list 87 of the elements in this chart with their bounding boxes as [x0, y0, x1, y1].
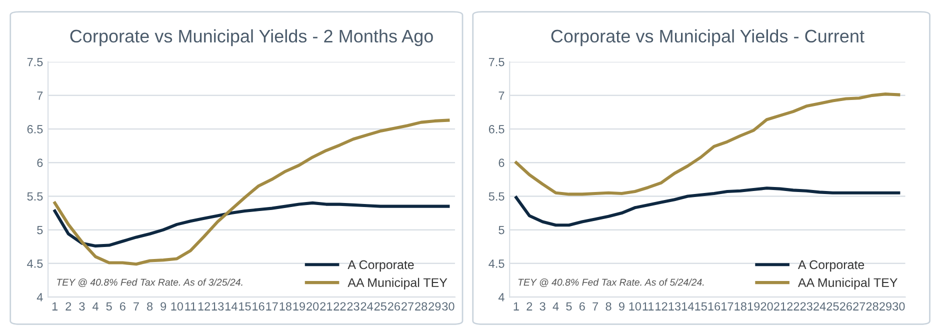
- x-tick-label: 18: [734, 302, 746, 311]
- x-tick-label: 17: [266, 302, 278, 310]
- x-tick-label: 30: [892, 302, 905, 311]
- x-tick-label: 18: [280, 302, 292, 311]
- x-tick-label: 13: [668, 302, 681, 311]
- x-tick-label: 2: [66, 302, 72, 310]
- x-tick-label: 9: [618, 302, 624, 311]
- y-tick-label: 4.5: [27, 260, 43, 268]
- chart-title: Corporate vs Municipal Yields - 2 Months Ago: [70, 29, 433, 46]
- x-tick-label: 23: [347, 302, 360, 311]
- line-series: [53, 201, 450, 248]
- x-tick-label: 25: [374, 302, 386, 311]
- x-tick-label: 10: [171, 302, 184, 311]
- y-tick-label: 5.5: [27, 192, 43, 201]
- x-tick-label: 8: [147, 302, 153, 311]
- x-tick-label: 27: [402, 302, 414, 310]
- x-tick-label: 4: [92, 302, 98, 310]
- x-tick-label: 11: [642, 302, 654, 310]
- x-tick-label: 30: [442, 302, 454, 311]
- x-tick-label: 16: [252, 302, 264, 311]
- x-tick-label: 7: [592, 302, 598, 310]
- x-tick-label: 29: [880, 302, 892, 311]
- y-tick-label: 5: [37, 226, 43, 234]
- y-tick-label: 6.5: [27, 125, 43, 134]
- y-tick-label: 7: [37, 92, 43, 100]
- legend-label: AA Municipal TEY: [798, 278, 898, 290]
- line-series: [514, 92, 900, 196]
- x-tick-label: 12: [198, 302, 210, 310]
- x-tick-label: 29: [428, 302, 441, 311]
- x-tick-label: 22: [334, 302, 346, 310]
- x-tick-label: 4: [552, 302, 559, 310]
- x-tick-label: 28: [866, 302, 878, 311]
- y-tick-label: 7: [498, 92, 504, 100]
- x-tick-label: 26: [840, 302, 852, 311]
- x-tick-label: 13: [212, 302, 224, 311]
- annotation: TEY @ 40.8% Fed Tax Rate. As of 5/24/24.: [518, 278, 704, 287]
- x-tick-label: 3: [79, 302, 85, 311]
- x-tick-label: 5: [566, 302, 572, 311]
- y-tick-label: 6: [498, 158, 504, 168]
- x-tick-label: 20: [760, 302, 773, 311]
- y-tick-label: 4.5: [488, 260, 504, 268]
- x-tick-label: 14: [226, 302, 238, 310]
- legend-label: AA Municipal TEY: [348, 278, 448, 290]
- y-tick-label: 7.5: [488, 58, 504, 66]
- y-tick-label: 5.5: [488, 192, 504, 201]
- legend-label: A Corporate: [798, 260, 864, 272]
- legend-label: A Corporate: [348, 260, 414, 272]
- y-tick-label: 7.5: [27, 58, 43, 66]
- x-tick-label: 1: [514, 302, 519, 310]
- x-tick-label: 21: [774, 302, 786, 310]
- x-tick-label: 10: [629, 302, 642, 311]
- y-tick-label: 4: [36, 293, 43, 302]
- x-tick-label: 17: [722, 302, 734, 310]
- x-tick-label: 6: [579, 302, 585, 311]
- x-tick-label: 19: [748, 302, 760, 311]
- x-tick-label: 8: [606, 302, 612, 311]
- y-tick-label: 6: [37, 158, 43, 168]
- x-tick-label: 9: [160, 302, 166, 311]
- x-tick-label: 11: [185, 302, 196, 310]
- x-tick-label: 28: [415, 302, 428, 311]
- x-tick-label: 12: [656, 302, 668, 310]
- x-tick-label: 7: [134, 302, 139, 310]
- x-tick-label: 15: [695, 302, 707, 311]
- x-tick-label: 24: [360, 302, 374, 310]
- x-tick-label: 27: [853, 302, 866, 310]
- x-tick-label: 5: [106, 302, 112, 311]
- x-tick-label: 23: [800, 302, 812, 311]
- x-tick-label: 3: [540, 302, 546, 311]
- y-tick-label: 5: [498, 226, 504, 234]
- x-tick-label: 14: [682, 302, 694, 310]
- x-tick-label: 15: [239, 302, 251, 311]
- annotation: TEY @ 40.8% Fed Tax Rate. As of 3/25/24.: [57, 278, 242, 287]
- x-tick-label: 25: [826, 302, 839, 311]
- x-tick-label: 2: [526, 302, 532, 310]
- x-tick-label: 24: [814, 302, 826, 310]
- x-tick-label: 21: [320, 302, 332, 310]
- x-tick-label: 20: [306, 302, 319, 311]
- x-tick-label: 6: [120, 302, 126, 311]
- y-tick-label: 6.5: [488, 125, 504, 134]
- line-series: [514, 186, 900, 227]
- x-tick-label: 26: [388, 302, 400, 311]
- x-tick-label: 1: [52, 302, 58, 310]
- y-tick-label: 4: [498, 293, 504, 302]
- x-tick-label: 22: [787, 302, 800, 310]
- x-tick-label: 16: [708, 302, 720, 311]
- x-tick-label: 19: [293, 302, 305, 311]
- chart-title: Corporate vs Municipal Yields - Current: [551, 29, 864, 46]
